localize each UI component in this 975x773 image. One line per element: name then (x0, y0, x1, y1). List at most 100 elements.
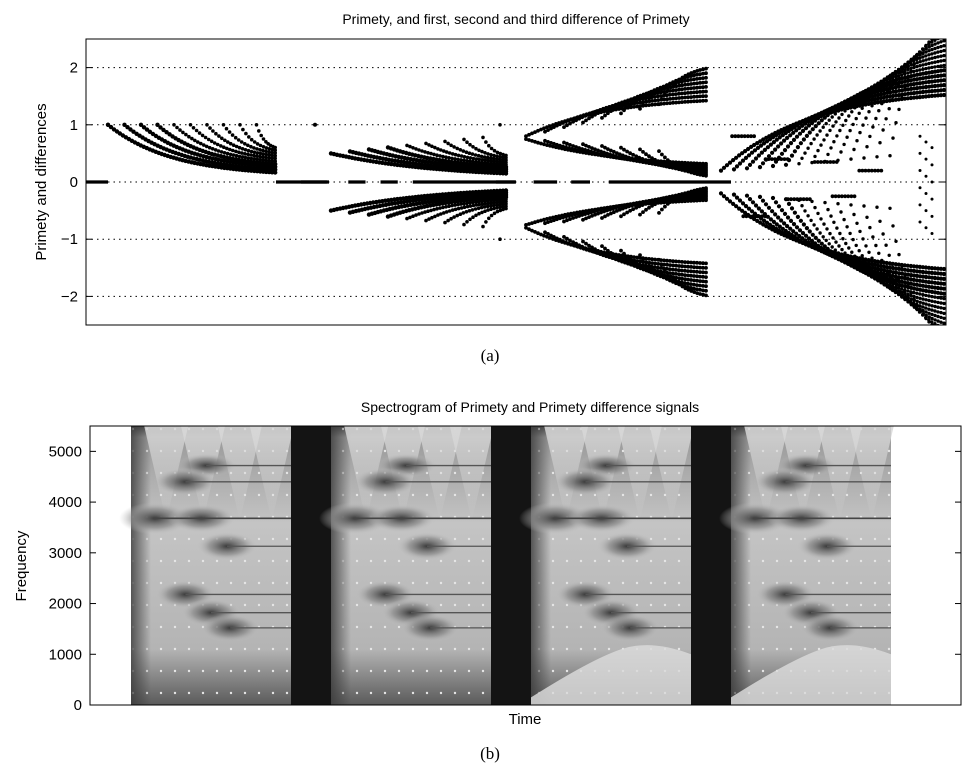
data-point (650, 93, 654, 98)
data-point (536, 128, 540, 133)
data-point (492, 159, 496, 164)
data-point (839, 150, 843, 154)
data-point (942, 316, 946, 320)
data-point (754, 214, 758, 219)
data-point (267, 150, 271, 154)
data-point (806, 119, 811, 124)
data-point (596, 211, 600, 216)
data-point (927, 66, 931, 70)
data-point (665, 83, 669, 87)
data-point (921, 297, 925, 301)
data-point (894, 121, 898, 125)
data-point (883, 95, 887, 99)
data-point (896, 277, 900, 282)
data-point (878, 219, 882, 223)
data-point (874, 243, 878, 248)
data-point (930, 304, 934, 308)
data-point (614, 154, 618, 159)
data-point (647, 205, 651, 210)
data-point (821, 111, 827, 117)
data-point (686, 86, 690, 91)
data-point (587, 145, 591, 149)
data-point (216, 149, 221, 153)
data-point (465, 204, 470, 209)
data-point (650, 204, 654, 208)
data-point (786, 197, 790, 202)
data-point (871, 125, 875, 129)
data-point (797, 131, 803, 136)
data-point (436, 213, 440, 217)
data-point (222, 145, 226, 149)
data-point (746, 206, 752, 211)
data-point (704, 173, 708, 178)
data-point (620, 258, 625, 263)
data-point (731, 158, 736, 163)
data-point (834, 240, 838, 244)
data-point (459, 206, 464, 210)
data-point (843, 109, 847, 113)
data-point (819, 143, 823, 147)
data-point (788, 226, 793, 231)
data-point (933, 295, 937, 299)
data-point (671, 194, 675, 199)
data-point (770, 195, 776, 201)
data-point (632, 157, 637, 162)
data-point (473, 153, 478, 157)
third-diff-lower-curve (888, 206, 934, 325)
data-point (704, 94, 708, 98)
data-point (482, 155, 487, 159)
data-point (846, 254, 850, 259)
data-point (665, 88, 670, 93)
data-point (220, 136, 224, 141)
data-point (924, 62, 928, 66)
data-point (498, 205, 502, 209)
data-point (942, 306, 946, 311)
data-point (435, 207, 439, 211)
data-point (498, 123, 502, 127)
data-point (420, 211, 424, 215)
data-point (439, 148, 443, 152)
data-point (255, 157, 260, 162)
data-point (842, 256, 846, 261)
data-point (921, 51, 925, 56)
data-point (800, 156, 804, 160)
data-point (536, 140, 540, 145)
data-point (771, 219, 777, 224)
chart-b-caption: (b) (480, 744, 500, 763)
data-point (608, 254, 612, 259)
data-point (252, 140, 257, 144)
data-point (744, 166, 750, 171)
data-point (773, 226, 779, 231)
data-point (899, 284, 904, 288)
data-point (867, 250, 871, 254)
data-point (939, 31, 942, 34)
data-point (936, 41, 940, 45)
data-point (812, 241, 818, 246)
data-point (626, 261, 631, 266)
data-point (932, 271, 938, 276)
data-point (527, 222, 531, 226)
data-point (629, 97, 634, 102)
data-point (489, 201, 494, 205)
data-point (444, 210, 449, 214)
data-point (783, 162, 789, 167)
data-point (927, 298, 931, 303)
data-point (468, 217, 472, 222)
data-point (818, 245, 824, 250)
data-point (476, 206, 481, 211)
cone-highlight (417, 426, 462, 521)
data-point (677, 100, 681, 105)
data-point (918, 60, 922, 64)
data-point (832, 140, 836, 144)
data-point (804, 197, 809, 202)
data-point (918, 296, 922, 300)
data-point (882, 84, 886, 89)
data-point (803, 209, 807, 213)
data-point (689, 260, 693, 265)
data-point (879, 271, 883, 275)
data-point (536, 231, 540, 236)
data-point (813, 124, 818, 129)
data-point (590, 214, 594, 218)
data-point (584, 241, 588, 246)
